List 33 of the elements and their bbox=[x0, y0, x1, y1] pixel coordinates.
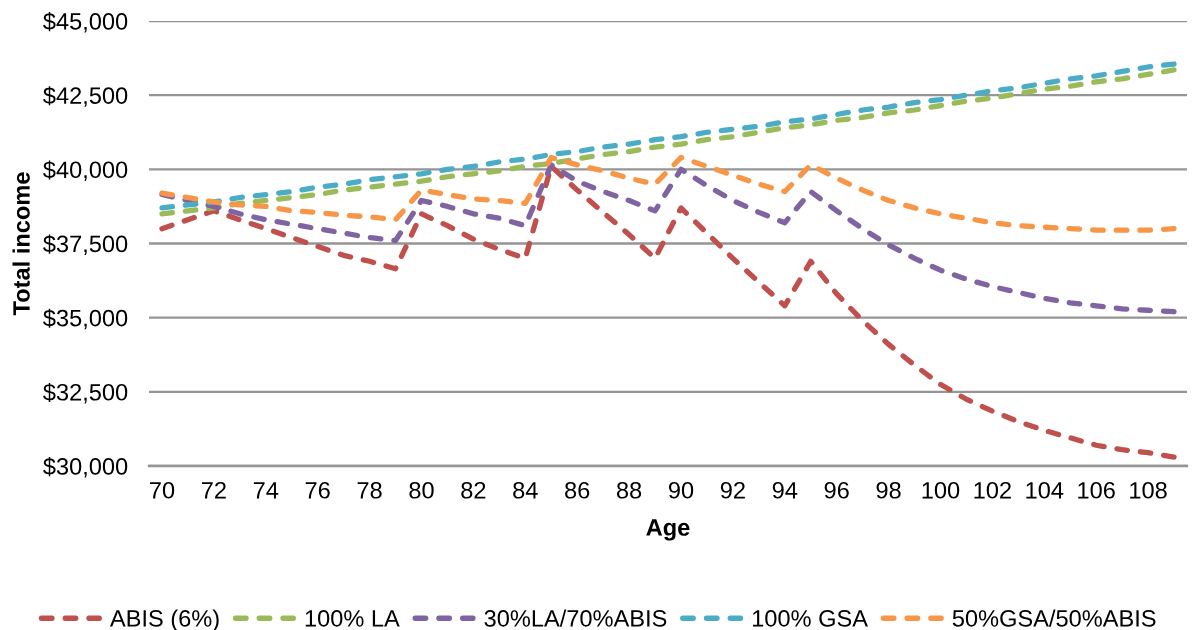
x-tick-label: 86 bbox=[565, 481, 590, 499]
x-tick-label: 84 bbox=[513, 481, 538, 499]
legend-label: 30%LA/70%ABIS bbox=[484, 609, 667, 627]
x-tick-label: 82 bbox=[461, 481, 486, 499]
x-tick-label: 106 bbox=[1078, 481, 1115, 499]
x-tick-label: 74 bbox=[253, 482, 279, 499]
x-tick-label: 96 bbox=[824, 481, 849, 499]
legend-label: 50%GSA/50%ABIS bbox=[952, 609, 1156, 627]
x-tick-label: 108 bbox=[1130, 481, 1167, 499]
y-tick-label: $30,000 bbox=[43, 457, 128, 478]
x-tick-label: 72 bbox=[201, 481, 226, 499]
x-axis-title: Age bbox=[646, 519, 690, 541]
x-tick-label: 102 bbox=[974, 481, 1011, 499]
x-tick-label: 78 bbox=[357, 481, 382, 499]
y-tick-label: $35,000 bbox=[43, 308, 128, 330]
y-tick-label: $40,000 bbox=[43, 160, 128, 181]
x-tick-label: 92 bbox=[720, 481, 745, 499]
y-tick-label: $42,500 bbox=[43, 86, 128, 107]
x-tick-label: 94 bbox=[772, 481, 798, 499]
x-tick-label: 70 bbox=[150, 481, 175, 499]
y-tick-label: $32,500 bbox=[43, 382, 128, 404]
legend-label: 100% GSA bbox=[752, 610, 868, 627]
x-tick-label: 104 bbox=[1026, 481, 1064, 499]
x-tick-label: 80 bbox=[409, 481, 434, 499]
y-axis-title: Total income bbox=[12, 172, 30, 316]
x-tick-label: 88 bbox=[616, 481, 642, 499]
y-tick-label: $37,500 bbox=[43, 234, 128, 256]
x-tick-label: 90 bbox=[668, 481, 694, 499]
legend-label: 100% LA bbox=[305, 610, 400, 627]
x-tick-label: 98 bbox=[876, 481, 901, 499]
x-tick-label: 100 bbox=[922, 481, 960, 499]
x-tick-label: 76 bbox=[305, 481, 330, 499]
y-tick-label: $45,000 bbox=[43, 12, 128, 33]
